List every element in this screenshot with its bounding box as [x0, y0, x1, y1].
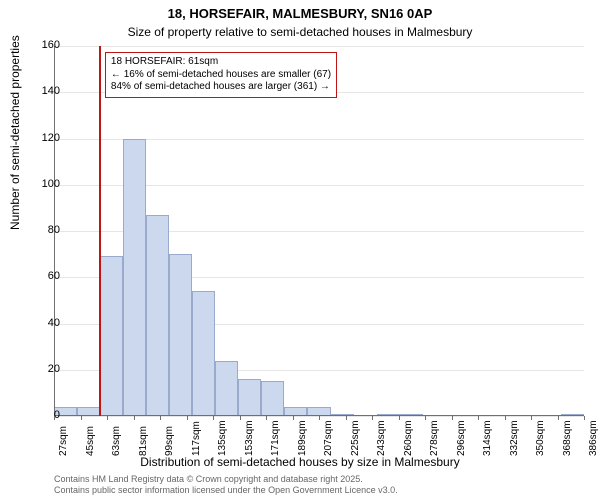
annot-line1: 18 HORSEFAIR: 61sqm — [111, 56, 331, 69]
x-tick-label: 314sqm — [482, 420, 493, 456]
x-tick-label: 45sqm — [85, 426, 96, 456]
y-tick-label: 80 — [20, 224, 60, 236]
footer-line1: Contains HM Land Registry data © Crown c… — [54, 474, 398, 485]
annot-line2: ← 16% of semi-detached houses are smalle… — [111, 69, 331, 82]
x-tick-label: 81sqm — [138, 426, 149, 456]
chart-container: 18, HORSEFAIR, MALMESBURY, SN16 0AP Size… — [0, 0, 600, 500]
x-tick-label: 189sqm — [297, 420, 308, 456]
footer-line2: Contains public sector information licen… — [54, 485, 398, 496]
x-tick-label: 296sqm — [456, 420, 467, 456]
x-tick-mark — [478, 416, 479, 420]
x-tick-label: 171sqm — [270, 420, 281, 456]
x-tick-mark — [399, 416, 400, 420]
y-tick-label: 160 — [20, 39, 60, 51]
x-tick-mark — [425, 416, 426, 420]
x-tick-label: 135sqm — [217, 420, 228, 456]
x-tick-mark — [372, 416, 373, 420]
x-tick-label: 27sqm — [58, 426, 69, 456]
histogram-bar — [146, 215, 169, 416]
histogram-bar — [169, 254, 192, 416]
histogram-bar — [123, 139, 146, 417]
x-tick-label: 63sqm — [111, 426, 122, 456]
x-tick-mark — [134, 416, 135, 420]
x-tick-label: 260sqm — [403, 420, 414, 456]
y-tick-label: 100 — [20, 178, 60, 190]
x-tick-mark — [240, 416, 241, 420]
chart-title: 18, HORSEFAIR, MALMESBURY, SN16 0AP — [0, 0, 600, 23]
gridline — [54, 46, 584, 47]
x-tick-label: 117sqm — [191, 421, 202, 456]
x-tick-mark — [319, 416, 320, 420]
x-tick-mark — [584, 416, 585, 420]
histogram-bar — [261, 381, 284, 416]
x-tick-mark — [558, 416, 559, 420]
x-tick-mark — [81, 416, 82, 420]
x-tick-mark — [213, 416, 214, 420]
x-tick-mark — [452, 416, 453, 420]
x-tick-label: 225sqm — [350, 420, 361, 456]
x-tick-label: 153sqm — [244, 420, 255, 456]
x-tick-mark — [505, 416, 506, 420]
x-tick-mark — [107, 416, 108, 420]
annot-line3: 84% of semi-detached houses are larger (… — [111, 81, 331, 94]
x-tick-label: 386sqm — [588, 420, 599, 456]
x-tick-label: 243sqm — [376, 420, 387, 456]
x-tick-mark — [54, 416, 55, 420]
y-tick-label: 140 — [20, 85, 60, 97]
y-tick-label: 20 — [20, 363, 60, 375]
chart-subtitle: Size of property relative to semi-detach… — [0, 25, 600, 39]
x-tick-label: 332sqm — [509, 420, 520, 456]
x-tick-mark — [531, 416, 532, 420]
x-tick-label: 350sqm — [535, 420, 546, 456]
y-tick-label: 60 — [20, 270, 60, 282]
x-tick-mark — [160, 416, 161, 420]
x-tick-label: 99sqm — [164, 426, 175, 456]
x-tick-label: 207sqm — [323, 420, 334, 456]
y-tick-label: 120 — [20, 132, 60, 144]
histogram-bar — [238, 379, 261, 416]
histogram-bar — [192, 291, 215, 416]
plot-area: 18 HORSEFAIR: 61sqm← 16% of semi-detache… — [54, 46, 584, 416]
marker-line — [99, 46, 101, 416]
x-tick-mark — [266, 416, 267, 420]
chart-footer: Contains HM Land Registry data © Crown c… — [54, 474, 398, 496]
x-tick-mark — [293, 416, 294, 420]
x-tick-label: 368sqm — [562, 420, 573, 456]
y-tick-label: 40 — [20, 317, 60, 329]
x-tick-mark — [346, 416, 347, 420]
x-tick-mark — [187, 416, 188, 420]
histogram-bar — [215, 361, 238, 417]
x-tick-label: 278sqm — [429, 420, 440, 456]
histogram-bar — [100, 256, 123, 416]
annotation-box: 18 HORSEFAIR: 61sqm← 16% of semi-detache… — [105, 52, 337, 98]
x-axis-label: Distribution of semi-detached houses by … — [0, 455, 600, 469]
